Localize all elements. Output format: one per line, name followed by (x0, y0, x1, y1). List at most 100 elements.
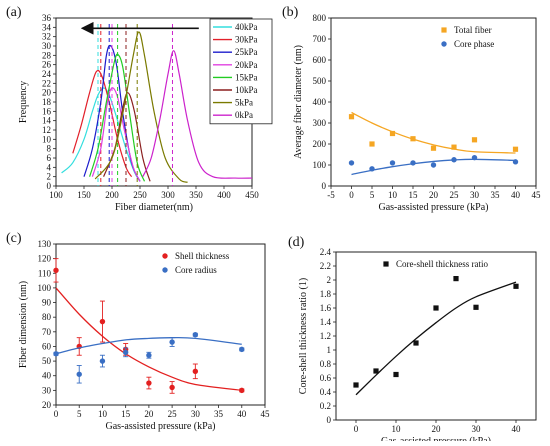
data-point (369, 166, 375, 172)
fit-curve (355, 281, 517, 396)
legend-box (209, 18, 273, 125)
x-tick-label: 15 (121, 409, 131, 419)
legend-label: Total fiber (454, 25, 492, 35)
legend-label: 15kPa (235, 72, 258, 82)
data-point (433, 305, 439, 311)
plot-frame (335, 251, 537, 421)
data-point (162, 267, 168, 273)
y-tick-label: 8 (47, 144, 52, 154)
x-tick-label: 15 (409, 190, 419, 200)
y-tick-label: 40 (42, 371, 52, 381)
y-tick-label: 60 (42, 341, 52, 351)
data-point (192, 368, 199, 375)
y-tick-label: 28 (42, 50, 52, 60)
x-tick-label: 150 (77, 190, 91, 200)
y-tick-label: 24 (42, 69, 52, 79)
y-axis-title: Average fiber diameter (nm) (293, 45, 304, 159)
y-tick-label: 70 (42, 327, 52, 337)
x-tick-label: 0 (354, 424, 359, 434)
x-tick-label: 40 (237, 409, 247, 419)
data-point (353, 382, 359, 388)
legend-label: 40kPa (235, 22, 258, 32)
x-tick-label: 30 (191, 409, 201, 419)
y-tick-label: 4 (47, 162, 52, 172)
y-tick-label: 20 (42, 88, 52, 98)
x-axis-title: Gas-assisted pressure (kPa) (106, 421, 216, 432)
data-point (348, 114, 355, 120)
y-tick-label: 0.6 (320, 373, 332, 383)
distribution-curve (89, 53, 146, 182)
legend-label: Core-shell thickness ratio (396, 259, 488, 269)
y-tick-label: 12 (42, 125, 51, 135)
data-point (389, 130, 396, 137)
y-tick-label: 30 (42, 385, 52, 395)
y-tick-label: 500 (313, 76, 327, 86)
data-point (410, 160, 416, 166)
data-point (122, 349, 129, 356)
y-tick-label: 14 (42, 116, 52, 126)
y-tick-label: 2 (327, 275, 332, 285)
x-tick-label: 10 (98, 409, 108, 419)
data-point (413, 340, 419, 346)
y-tick-label: 0.8 (320, 359, 332, 369)
data-point (410, 136, 416, 142)
legend-label: 5kPa (235, 98, 253, 108)
data-point (383, 261, 389, 267)
data-point (146, 380, 152, 386)
y-tick-label: 22 (42, 78, 51, 88)
data-point (512, 159, 519, 165)
data-point (373, 368, 379, 374)
x-axis-title: Gas-assisted pressure (kPa) (381, 436, 491, 441)
legend-label: Shell thickness (175, 251, 230, 261)
x-tick-label: 25 (450, 190, 460, 200)
legend-label: 30kPa (235, 35, 258, 45)
panel-d: (d) 0 10 20 30 40 0 0.2 0.4 0.6 0.8 1 1.2 1.4 1.6 1.8 2 2… (288, 235, 537, 446)
y-tick-label: 1.8 (320, 289, 332, 299)
x-axis-title: Fiber diameter(nm) (115, 202, 193, 213)
y-tick-label: 16 (42, 106, 52, 116)
y-axis-title: Fiber dimension (nm) (18, 281, 29, 368)
x-tick-label: 0 (54, 409, 59, 419)
y-tick-label: 700 (313, 34, 327, 44)
y-tick-label: 0.2 (320, 401, 331, 411)
data-point (453, 276, 459, 282)
data-point (162, 253, 168, 259)
fit-curve (55, 336, 242, 355)
x-tick-label: 400 (217, 190, 231, 200)
y-tick-label: 1 (327, 345, 332, 355)
panel-letter: (d) (288, 235, 305, 250)
data-point (451, 144, 457, 150)
panel-a: (a)100 150 200 250 300 350 400 4500246810121416… (6, 5, 273, 213)
data-point (369, 141, 375, 147)
x-tick-label: 100 (49, 190, 63, 200)
distribution-curve (72, 69, 133, 178)
data-point (471, 137, 478, 143)
x-tick-label: 10 (388, 190, 398, 200)
y-tick-label: 800 (313, 13, 327, 23)
y-tick-label: 130 (38, 239, 52, 249)
x-tick-label: 45 (261, 409, 271, 419)
panel-c: (c) 0 5 10 15 20 25 30 35 40 45 20 30 40 50 60 70 80 90 100… (6, 231, 270, 432)
x-tick-label: -5 (327, 190, 335, 200)
y-tick-label: 18 (42, 97, 52, 107)
x-tick-label: 45 (532, 190, 542, 200)
data-point (389, 160, 396, 166)
x-tick-label: 0 (349, 190, 354, 200)
legend-label: 0kPa (235, 110, 253, 120)
data-point (441, 41, 447, 47)
x-tick-label: 350 (189, 190, 203, 200)
data-point (473, 304, 479, 310)
distribution-curve (91, 87, 141, 182)
y-tick-label: 26 (42, 60, 52, 70)
y-tick-label: 2 (47, 172, 52, 182)
data-point (169, 384, 175, 391)
data-point (393, 371, 399, 378)
y-tick-label: 100 (313, 160, 327, 170)
legend-label: 10kPa (235, 85, 258, 95)
y-tick-label: 100 (38, 283, 52, 293)
legend: Total fiber Core phase (441, 25, 494, 49)
legend-label: Core radius (175, 265, 217, 275)
x-tick-label: 40 (511, 190, 521, 200)
data-point (99, 358, 106, 364)
